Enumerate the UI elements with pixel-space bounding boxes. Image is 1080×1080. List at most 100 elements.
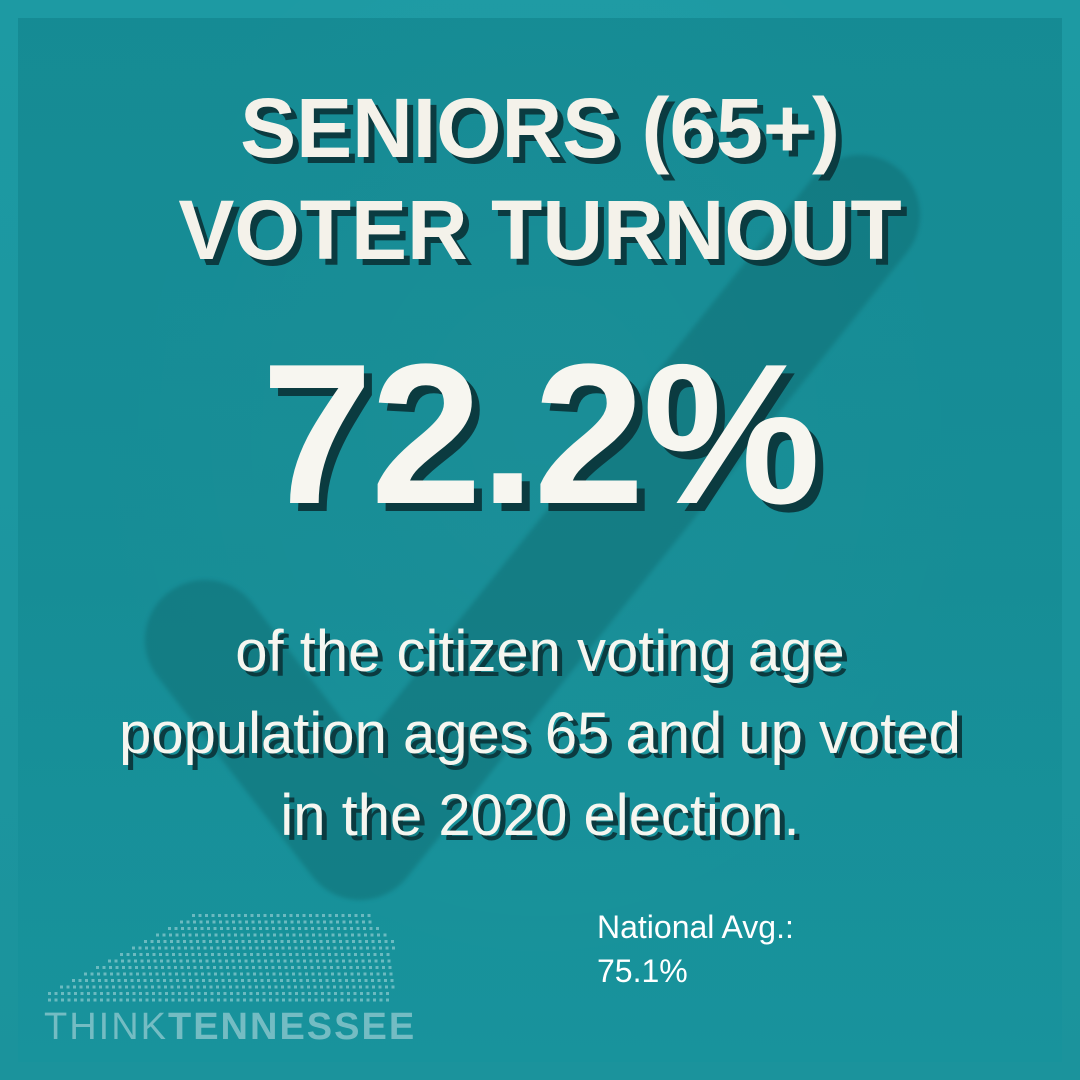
logo-dot — [366, 998, 370, 1002]
logo-dot — [181, 972, 185, 976]
logo-dot — [257, 959, 261, 963]
logo-dot — [217, 992, 220, 995]
logo-dot — [311, 972, 315, 976]
logo-dot — [161, 966, 164, 969]
logo-dot — [308, 953, 312, 956]
logo-dot — [252, 927, 256, 930]
logo-dot — [99, 985, 102, 989]
logo-dot — [354, 953, 357, 956]
logo-dot — [212, 959, 215, 963]
logo-dot — [247, 979, 251, 982]
logo-dot — [213, 927, 217, 930]
logo-dot — [308, 992, 311, 995]
logo-dot — [365, 940, 368, 943]
logo-dot — [265, 966, 268, 969]
logo-dot — [193, 966, 197, 969]
logo-dot — [92, 985, 96, 989]
logo-dot — [278, 927, 282, 930]
logo-dot — [160, 959, 163, 963]
logo-dot — [368, 959, 371, 963]
logo-dot — [202, 979, 205, 982]
logo-dot — [93, 998, 97, 1002]
logo-dot — [205, 914, 208, 917]
logo-dot — [247, 933, 250, 937]
logo-dot — [387, 959, 391, 963]
logo-dot — [305, 972, 308, 976]
logo-dot — [354, 914, 358, 917]
title-line-1: SENIORS (65+) — [240, 81, 840, 175]
logo-dot — [126, 998, 129, 1002]
logo-dot — [187, 927, 191, 930]
logo-dot — [366, 946, 369, 950]
logo-dot — [379, 992, 383, 995]
logo-dot — [252, 966, 255, 969]
logo-dot — [269, 998, 272, 1002]
logo-dot — [125, 985, 128, 989]
logo-dot — [245, 920, 248, 924]
logo-dot — [384, 979, 387, 982]
logo-dot — [268, 946, 272, 950]
logo-dot — [145, 946, 148, 950]
logo-dot — [150, 979, 153, 982]
logo-dot — [66, 985, 70, 989]
logo-dot — [170, 985, 174, 989]
logo-dot — [345, 979, 348, 982]
think-tennessee-logo: THINKTENNESSEE — [44, 1005, 416, 1049]
logo-dot — [191, 998, 194, 1002]
logo-dot — [242, 985, 245, 989]
logo-dot — [156, 979, 160, 982]
logo-dot — [301, 998, 305, 1002]
logo-dot — [189, 979, 192, 982]
logo-dot — [279, 972, 282, 976]
logo-dot — [208, 979, 212, 982]
logo-dot — [102, 966, 106, 969]
logo-dot — [390, 979, 394, 982]
logo-dot — [54, 998, 58, 1002]
logo-dot — [181, 927, 184, 930]
logo-dot — [280, 940, 284, 943]
logo-dot — [168, 972, 172, 976]
logo-dot — [240, 933, 244, 937]
logo-dot — [177, 946, 181, 950]
logo-dot — [313, 985, 317, 989]
logo-dot — [316, 959, 319, 963]
logo-dot — [325, 933, 328, 937]
logo-dot — [288, 998, 292, 1002]
logo-dot — [87, 992, 90, 995]
logo-dot — [341, 914, 345, 917]
logo-dot — [203, 946, 207, 950]
logo-dot — [302, 914, 306, 917]
logo-dot — [237, 953, 240, 956]
logo-dot — [360, 992, 363, 995]
logo-dot — [269, 992, 272, 995]
logo-dot — [284, 966, 288, 969]
logo-dot — [162, 933, 166, 937]
logo-dot — [307, 985, 310, 989]
logo-dot — [301, 946, 304, 950]
logo-dot — [317, 927, 321, 930]
logo-dot — [139, 998, 142, 1002]
logo-dot — [204, 992, 207, 995]
logo-dot — [175, 933, 179, 937]
logo-dot — [349, 920, 352, 924]
logo-dot — [295, 998, 298, 1002]
logo-dot — [326, 940, 329, 943]
logo-dot — [385, 985, 388, 989]
logo-dot — [157, 985, 161, 989]
logo-dot — [244, 914, 247, 917]
logo-dot — [251, 920, 255, 924]
logo-dot — [133, 953, 136, 956]
logo-dot — [230, 953, 234, 956]
logo-dot — [210, 998, 214, 1002]
logo-dot — [334, 953, 338, 956]
logo-dot — [238, 959, 241, 963]
logo-dot — [275, 998, 279, 1002]
logo-dot — [328, 953, 331, 956]
logo-dot — [218, 959, 222, 963]
logo-dot — [184, 998, 188, 1002]
logo-dot — [325, 979, 329, 982]
logo-dot — [249, 946, 252, 950]
logo-dot — [113, 998, 116, 1002]
logo-dot — [352, 940, 355, 943]
logo-dot — [284, 920, 287, 924]
